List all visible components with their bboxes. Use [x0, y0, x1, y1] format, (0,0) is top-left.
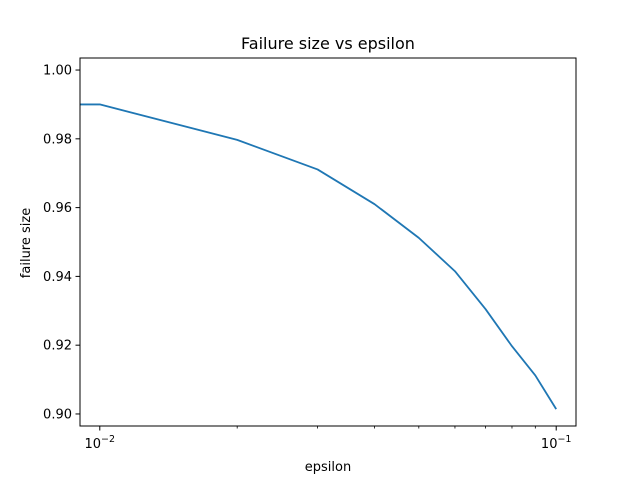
chart-title: Failure size vs epsilon — [241, 34, 415, 53]
x-tick-label-0: 10−2 — [85, 434, 116, 452]
y-tick-label-4: 0.98 — [43, 132, 72, 147]
plot-area: 0.90 0.92 0.94 0.96 0.98 1.00 10−2 10−1 — [43, 57, 577, 452]
axes-frame — [79, 57, 577, 427]
y-tick-label-3: 0.96 — [43, 201, 72, 216]
x-axis-label: epsilon — [305, 460, 351, 475]
y-tick-label-1: 0.92 — [43, 339, 72, 354]
y-tick-label-0: 0.90 — [43, 407, 72, 422]
y-axis-label: failure size — [19, 208, 34, 278]
series-line-0 — [80, 103, 557, 410]
y-tick-label-2: 0.94 — [43, 270, 72, 285]
x-tick-label-1: 10−1 — [541, 434, 572, 452]
y-tick-label-5: 1.00 — [43, 64, 72, 79]
